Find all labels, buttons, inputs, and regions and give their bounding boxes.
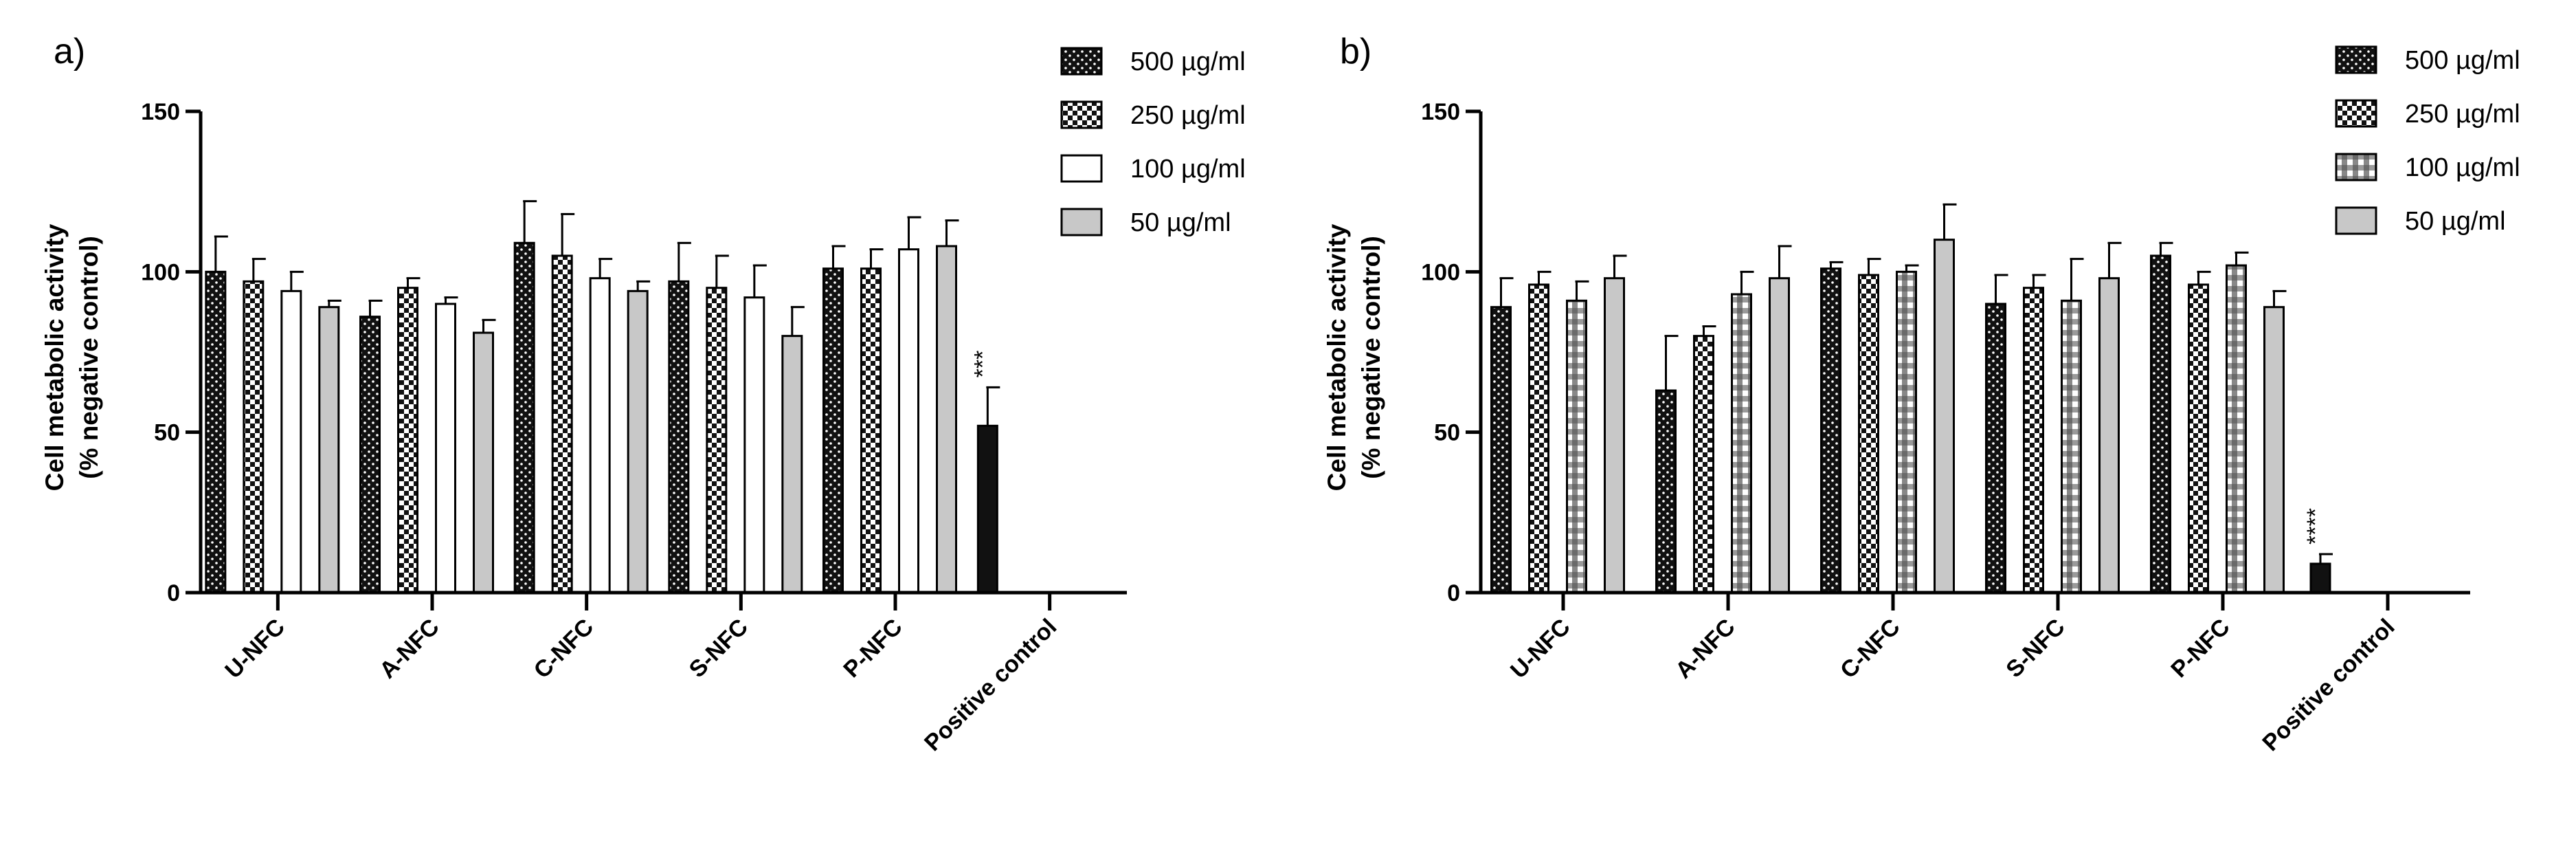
- legend: 500 µg/ml 250 µg/ml 100 µg/ml 50 µg/ml: [2335, 45, 2520, 236]
- bar: [2023, 287, 2044, 594]
- bar: [860, 267, 882, 594]
- bar: [513, 241, 535, 594]
- bar: [627, 289, 649, 594]
- panel-label: a): [54, 32, 85, 72]
- x-categories: U-NFC A-NFC C-NFC S-NFC P-NFC Positive contro…: [220, 614, 1062, 756]
- x-category-label: P-NFC: [2166, 614, 2235, 683]
- significance-marker: ****: [2303, 508, 2329, 544]
- axes: [199, 111, 1127, 610]
- bar: [1566, 299, 1587, 594]
- bar: [551, 254, 573, 594]
- x-category-label: S-NFC: [684, 614, 753, 683]
- x-category-label: P-NFC: [838, 614, 907, 683]
- legend-label: 250 µg/ml: [2405, 100, 2520, 129]
- panel-b: b) Cell metabolic activity (% negative c…: [1323, 32, 2520, 756]
- bar: [1820, 267, 1841, 594]
- legend-label: 50 µg/ml: [1130, 208, 1231, 237]
- x-category-label: Positive control: [919, 614, 1062, 756]
- bar: [1528, 283, 1549, 594]
- legend-swatch: [1060, 100, 1103, 129]
- panel-label: b): [1340, 32, 1371, 72]
- x-category-label: C-NFC: [1835, 614, 1905, 684]
- bars: ***: [205, 200, 1000, 594]
- y-tick-label: 0: [1447, 580, 1460, 606]
- legend-swatch: [1060, 47, 1103, 76]
- legend-label: 100 µg/ml: [1130, 155, 1246, 184]
- x-category-label: U-NFC: [1505, 614, 1576, 684]
- panel-a: a) Cell metabolic activity (% negative c…: [41, 32, 1246, 756]
- bar: [243, 280, 265, 594]
- bar: [1655, 389, 1677, 594]
- bar: [1896, 270, 1917, 594]
- bar: [2061, 299, 2082, 594]
- bar: [2188, 283, 2209, 594]
- bar: [589, 277, 611, 594]
- bar: [205, 270, 227, 594]
- bar: [743, 296, 765, 594]
- legend-swatch: [2335, 99, 2377, 128]
- bar: [397, 287, 418, 594]
- bar-positive-control: [976, 424, 998, 594]
- legend: 500 µg/ml 250 µg/ml 100 µg/ml 50 µg/ml: [1060, 47, 1246, 237]
- bar: [1858, 274, 1879, 594]
- bar: [318, 306, 340, 594]
- bar: [280, 289, 302, 594]
- y-tick-label: 50: [1434, 420, 1460, 446]
- y-tick-label: 50: [154, 420, 180, 446]
- legend-label: 100 µg/ml: [2405, 153, 2520, 182]
- bar: [706, 287, 728, 594]
- y-ticks: 0 50 100 150: [1421, 99, 1481, 606]
- x-category-label: Positive control: [2257, 614, 2399, 756]
- y-axis-title-line1: Cell metabolic activity: [41, 223, 69, 491]
- y-axis-title-line1: Cell metabolic activity: [1323, 223, 1351, 491]
- y-axis-title-line2: (% negative control): [1357, 236, 1385, 479]
- y-tick-label: 150: [1421, 99, 1460, 125]
- y-tick-label: 100: [1421, 259, 1460, 285]
- legend-swatch: [1060, 208, 1103, 236]
- bar: [2150, 254, 2171, 594]
- bar: [435, 302, 456, 594]
- x-category-label: S-NFC: [2001, 614, 2070, 683]
- x-category-label: C-NFC: [529, 614, 599, 684]
- legend-label: 250 µg/ml: [1130, 101, 1246, 130]
- legend-label: 500 µg/ml: [1130, 47, 1246, 76]
- x-categories: U-NFC A-NFC C-NFC S-NFC P-NFC Positive contro…: [1505, 614, 2400, 756]
- legend-swatch: [2335, 45, 2377, 74]
- legend-swatch: [2335, 206, 2377, 235]
- bar: [1604, 277, 1625, 594]
- bar: [822, 267, 844, 594]
- bar: [1769, 277, 1790, 594]
- bar: [1731, 293, 1752, 594]
- bar: [781, 335, 803, 594]
- legend-label: 50 µg/ml: [2405, 207, 2506, 236]
- bar: [1985, 302, 2006, 594]
- bar: [898, 248, 919, 594]
- bar: [359, 316, 381, 594]
- x-category-label: A-NFC: [1670, 614, 1740, 684]
- y-axis-title-line2: (% negative control): [75, 236, 103, 479]
- legend-swatch: [2335, 153, 2377, 182]
- bar: [2226, 264, 2247, 594]
- bar: [2098, 277, 2120, 594]
- legend-swatch: [1060, 154, 1103, 183]
- bar: [1934, 239, 1955, 594]
- bar: [1693, 335, 1714, 594]
- x-category-label: U-NFC: [220, 614, 290, 684]
- bar: [936, 245, 957, 594]
- y-tick-label: 100: [141, 259, 180, 285]
- legend-label: 500 µg/ml: [2405, 46, 2520, 75]
- bar-positive-control: [2309, 562, 2331, 594]
- axes: [1479, 111, 2470, 610]
- y-tick-label: 150: [141, 99, 180, 125]
- bar: [473, 331, 494, 594]
- x-category-label: A-NFC: [374, 614, 445, 684]
- y-ticks: 0 50 100 150: [141, 99, 201, 606]
- bar: [1490, 306, 1512, 594]
- significance-marker: ***: [970, 351, 996, 378]
- bar: [668, 280, 690, 594]
- y-tick-label: 0: [167, 580, 180, 606]
- bar: [2263, 306, 2285, 594]
- bars: ****: [1490, 203, 2333, 594]
